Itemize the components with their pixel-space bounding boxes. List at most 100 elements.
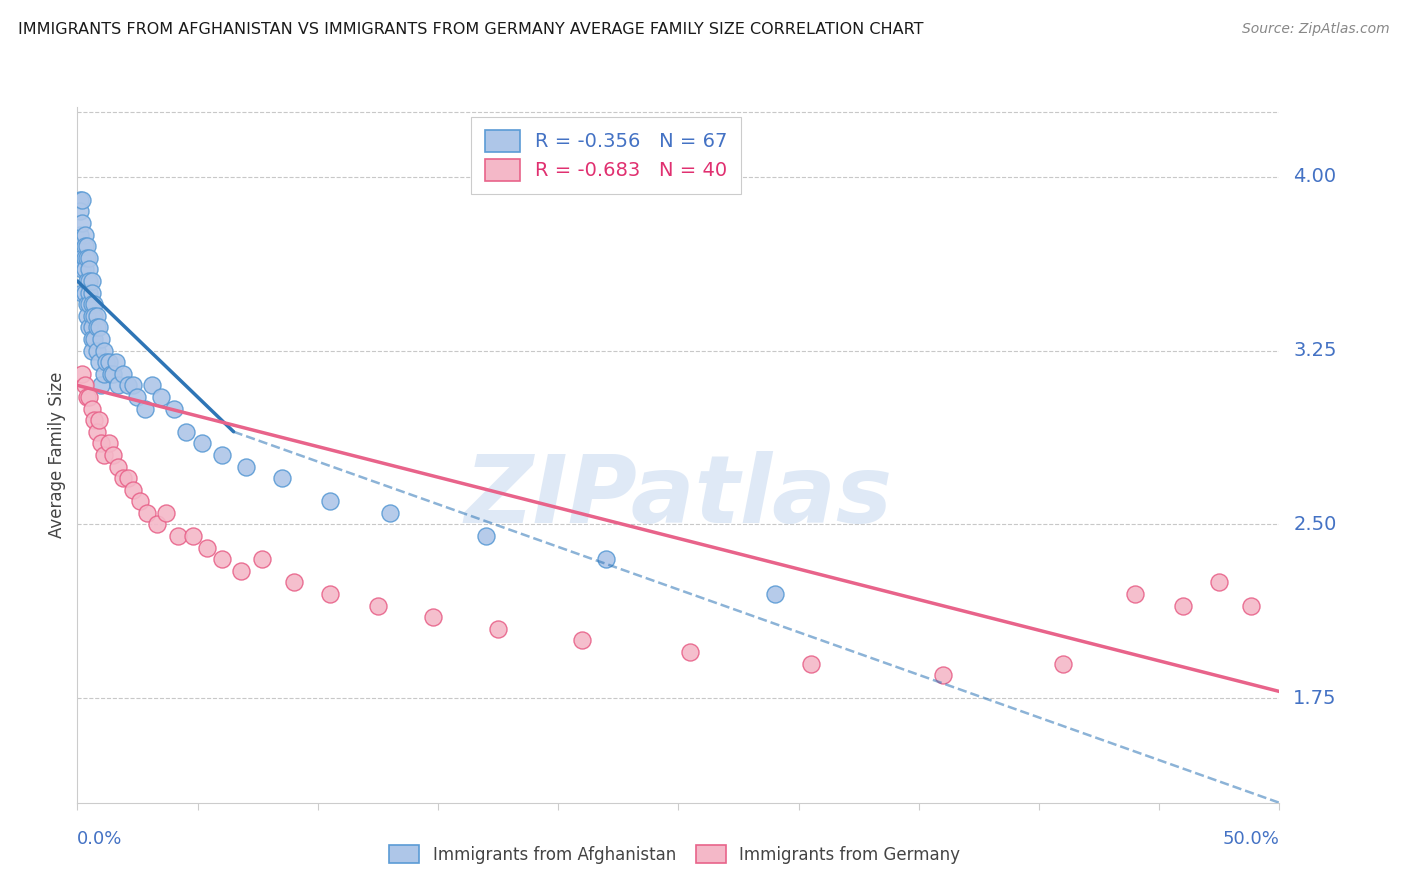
Point — [1123, 587, 1146, 601]
Point — [69, 227, 91, 242]
Point — [127, 390, 149, 404]
Point — [83, 297, 105, 311]
Point — [475, 529, 498, 543]
Point — [90, 436, 112, 450]
Point — [86, 320, 108, 334]
Point — [800, 657, 823, 671]
Point — [319, 587, 342, 601]
Point — [80, 332, 103, 346]
Point — [932, 668, 955, 682]
Text: 0.0%: 0.0% — [77, 830, 122, 847]
Legend: Immigrants from Afghanistan, Immigrants from Germany: Immigrants from Afghanistan, Immigrants … — [382, 838, 967, 871]
Point — [252, 552, 274, 566]
Point — [79, 274, 101, 288]
Point — [69, 204, 91, 219]
Point — [97, 436, 120, 450]
Point — [211, 448, 233, 462]
Point — [141, 378, 163, 392]
Point — [595, 552, 617, 566]
Point — [103, 448, 125, 462]
Point — [69, 193, 91, 207]
Point — [104, 355, 127, 369]
Point — [87, 355, 110, 369]
Point — [367, 599, 389, 613]
Point — [107, 459, 129, 474]
Point — [486, 622, 509, 636]
Point — [90, 378, 112, 392]
Point — [145, 517, 167, 532]
Point — [571, 633, 593, 648]
Point — [150, 390, 173, 404]
Point — [76, 251, 98, 265]
Point — [70, 193, 93, 207]
Point — [679, 645, 702, 659]
Point — [80, 401, 103, 416]
Point — [117, 471, 139, 485]
Point — [79, 320, 101, 334]
Point — [83, 309, 105, 323]
Point — [83, 413, 105, 427]
Point — [763, 587, 786, 601]
Point — [195, 541, 218, 555]
Point — [73, 227, 96, 242]
Legend: R = -0.356   N = 67, R = -0.683   N = 40: R = -0.356 N = 67, R = -0.683 N = 40 — [471, 117, 741, 194]
Point — [80, 274, 103, 288]
Point — [1239, 599, 1261, 613]
Point — [134, 401, 156, 416]
Point — [80, 309, 103, 323]
Point — [100, 367, 122, 381]
Point — [73, 262, 96, 277]
Point — [79, 251, 101, 265]
Point — [73, 378, 96, 392]
Point — [83, 332, 105, 346]
Point — [167, 529, 190, 543]
Point — [76, 309, 98, 323]
Point — [79, 390, 101, 404]
Point — [76, 390, 98, 404]
Point — [93, 367, 115, 381]
Point — [70, 367, 93, 381]
Point — [121, 378, 143, 392]
Point — [270, 471, 292, 485]
Point — [86, 425, 108, 439]
Point — [1052, 657, 1074, 671]
Point — [80, 297, 103, 311]
Point — [73, 251, 96, 265]
Text: 50.0%: 50.0% — [1223, 830, 1279, 847]
Point — [1173, 599, 1195, 613]
Point — [76, 274, 98, 288]
Point — [79, 285, 101, 300]
Point — [422, 610, 444, 624]
Point — [73, 239, 96, 253]
Text: 2.50: 2.50 — [1294, 515, 1337, 534]
Point — [80, 343, 103, 358]
Point — [70, 262, 93, 277]
Point — [80, 285, 103, 300]
Point — [128, 494, 150, 508]
Point — [79, 262, 101, 277]
Point — [1208, 575, 1230, 590]
Point — [319, 494, 342, 508]
Point — [80, 320, 103, 334]
Point — [93, 448, 115, 462]
Point — [70, 285, 93, 300]
Point — [378, 506, 401, 520]
Point — [93, 343, 115, 358]
Text: 1.75: 1.75 — [1294, 689, 1337, 708]
Point — [111, 471, 134, 485]
Text: IMMIGRANTS FROM AFGHANISTAN VS IMMIGRANTS FROM GERMANY AVERAGE FAMILY SIZE CORRE: IMMIGRANTS FROM AFGHANISTAN VS IMMIGRANT… — [18, 22, 924, 37]
Point — [73, 285, 96, 300]
Point — [174, 425, 197, 439]
Point — [162, 401, 184, 416]
Point — [136, 506, 159, 520]
Text: 4.00: 4.00 — [1294, 167, 1337, 186]
Point — [283, 575, 305, 590]
Point — [79, 297, 101, 311]
Point — [121, 483, 143, 497]
Text: ZIPatlas: ZIPatlas — [464, 450, 893, 542]
Point — [76, 239, 98, 253]
Point — [117, 378, 139, 392]
Point — [155, 506, 177, 520]
Point — [111, 367, 134, 381]
Point — [181, 529, 204, 543]
